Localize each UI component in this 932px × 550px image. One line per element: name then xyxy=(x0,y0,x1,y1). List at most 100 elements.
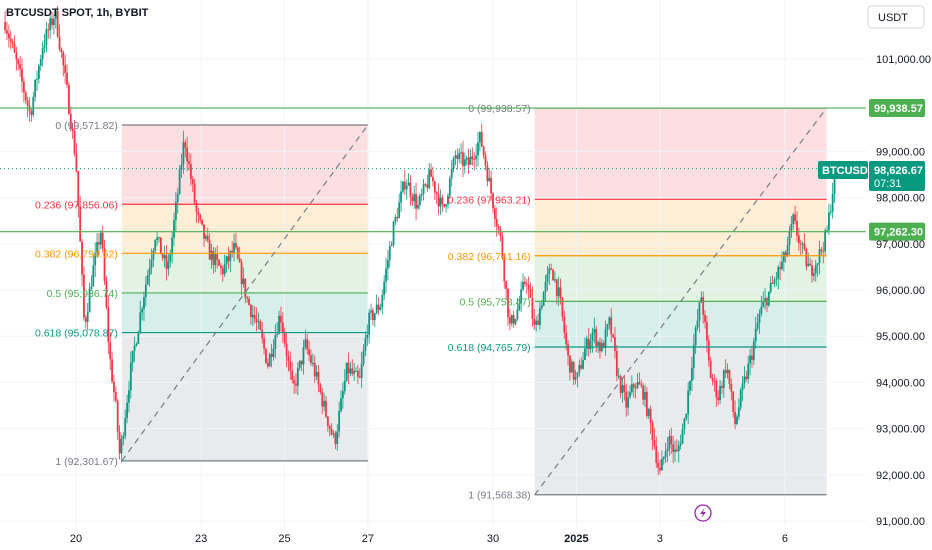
candle-body xyxy=(156,237,159,241)
candle-body xyxy=(615,351,618,376)
candle-body xyxy=(636,382,639,389)
candle-body xyxy=(84,317,87,322)
candle-body xyxy=(233,243,235,253)
candle-body xyxy=(152,250,155,260)
candle-body xyxy=(463,159,466,166)
candle-body xyxy=(417,204,419,209)
candle-body xyxy=(539,308,541,325)
candle-body xyxy=(366,334,369,339)
candle-body xyxy=(432,176,434,182)
y-tick-label: 94,000.00 xyxy=(876,377,925,389)
candle-body xyxy=(456,155,459,159)
candle-body xyxy=(614,337,616,352)
candle-body xyxy=(356,370,359,377)
candle-body xyxy=(111,359,113,382)
candle-body xyxy=(122,435,125,439)
candle-body xyxy=(497,226,500,230)
candle-body xyxy=(546,274,549,282)
currency-button[interactable]: USDT xyxy=(867,5,925,29)
candle-body xyxy=(531,298,534,319)
candle-body xyxy=(114,391,117,401)
candle-body xyxy=(692,345,695,368)
candle-body xyxy=(430,169,432,177)
candle-body xyxy=(253,314,256,320)
lightning-icon[interactable] xyxy=(694,504,712,522)
candle-body xyxy=(41,47,44,60)
candle-body xyxy=(749,355,751,364)
candle-body xyxy=(514,318,517,324)
candle-body xyxy=(21,69,23,82)
candle-body xyxy=(824,230,827,252)
candle-body xyxy=(90,286,93,289)
candle-body xyxy=(191,179,194,184)
candle-body xyxy=(22,81,25,93)
candle-body xyxy=(154,240,157,251)
candle-body xyxy=(83,274,85,318)
candle-body xyxy=(137,331,140,344)
candle-body xyxy=(593,329,596,333)
candle-body xyxy=(445,204,447,207)
fib-level-label: 0.236 (97,856.06) xyxy=(35,199,118,211)
candle-body xyxy=(370,310,372,313)
candle-body xyxy=(287,356,290,362)
candle-body xyxy=(826,230,828,232)
candle-body xyxy=(452,158,455,170)
candle-body xyxy=(246,297,249,299)
candle-body xyxy=(381,294,384,307)
candle-body xyxy=(37,65,40,79)
candle-body xyxy=(771,282,774,284)
candle-body xyxy=(341,391,344,399)
candle-body xyxy=(51,18,53,26)
candle-body xyxy=(291,370,294,380)
candle-body xyxy=(490,177,493,194)
candle-body xyxy=(623,385,626,392)
candle-body xyxy=(372,310,374,320)
candle-body xyxy=(96,242,98,253)
candle-body xyxy=(383,281,386,295)
candle-body xyxy=(437,194,440,207)
candle-body xyxy=(811,265,813,276)
candle-body xyxy=(662,456,665,460)
candle-body xyxy=(141,309,143,313)
candle-body xyxy=(182,142,185,165)
candle-body xyxy=(576,372,579,378)
candle-body xyxy=(34,79,37,97)
candle-body xyxy=(54,10,57,19)
candle-body xyxy=(128,390,130,403)
candle-body xyxy=(405,185,408,190)
candle-body xyxy=(306,339,309,350)
candle-body xyxy=(364,338,367,351)
candle-body xyxy=(139,312,142,332)
candle-body xyxy=(349,368,352,374)
candle-body xyxy=(270,353,273,357)
candle-body xyxy=(831,193,834,212)
candle-body xyxy=(403,181,406,190)
candle-body xyxy=(704,314,706,322)
candle-body xyxy=(606,324,609,330)
candle-body xyxy=(477,142,479,156)
fib-zone xyxy=(121,204,368,254)
candle-body xyxy=(400,191,402,203)
fib-level-label: 0 (99,938.57) xyxy=(468,103,530,115)
candle-body xyxy=(79,206,82,242)
candle-body xyxy=(212,250,215,266)
candle-body xyxy=(113,381,115,392)
candle-body xyxy=(257,321,260,323)
candle-body xyxy=(148,268,151,276)
x-tick-label: 2025 xyxy=(564,533,588,545)
candle-body xyxy=(319,384,322,392)
candle-body xyxy=(758,313,761,323)
candle-body xyxy=(501,236,504,258)
candle-body xyxy=(617,375,620,377)
candle-body xyxy=(520,289,523,304)
candle-body xyxy=(317,372,320,385)
candle-body xyxy=(424,184,427,186)
candle-body xyxy=(101,232,104,249)
candle-body xyxy=(197,211,200,216)
candle-body xyxy=(484,155,487,166)
candle-body xyxy=(681,429,684,444)
candle-body xyxy=(655,446,658,463)
candle-body xyxy=(762,301,765,307)
y-tick-label: 99,000.00 xyxy=(876,146,925,158)
